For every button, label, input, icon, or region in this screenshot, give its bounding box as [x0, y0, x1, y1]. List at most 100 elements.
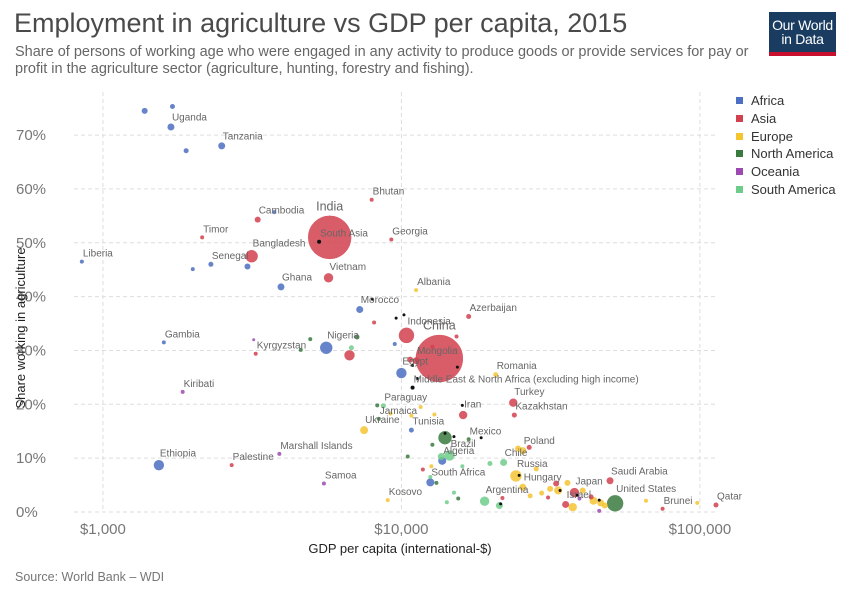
legend-item[interactable]: Europe [736, 127, 836, 145]
x-tick-label: $100,000 [669, 521, 732, 538]
legend-item[interactable]: North America [736, 145, 836, 163]
data-point [499, 502, 503, 506]
data-point [389, 237, 394, 242]
legend-label: Oceania [751, 164, 800, 180]
data-point [579, 487, 586, 494]
point-label: Romania [497, 361, 537, 372]
legend-swatch [736, 150, 743, 158]
legend-swatch [736, 115, 743, 123]
data-point [360, 426, 369, 435]
data-point [511, 412, 517, 418]
data-point [577, 496, 582, 501]
data-point [183, 148, 189, 154]
point-label: Timor [203, 224, 229, 235]
y-tick-label: 60% [16, 181, 46, 198]
data-point [319, 340, 334, 355]
point-label: Mongolia [417, 346, 458, 357]
data-point [244, 249, 259, 264]
x-axis-title: GDP per capita (international-$) [308, 541, 491, 556]
data-point [426, 478, 435, 487]
data-point [479, 436, 483, 440]
data-point [575, 493, 579, 497]
data-point [526, 444, 532, 450]
point-label: Liberia [83, 249, 113, 260]
data-point [562, 500, 570, 508]
point-label: Bhutan [373, 187, 405, 198]
legend-item[interactable]: Africa [736, 92, 836, 110]
point-label: Kosovo [389, 487, 423, 498]
y-tick-label: 70% [16, 127, 46, 144]
data-point [517, 473, 521, 477]
x-axis-ticks: $1,000 $10,000 $100,000 [80, 521, 731, 538]
point-label: Georgia [392, 227, 428, 238]
legend-label: North America [751, 146, 834, 162]
point-label: Ukraine [365, 415, 400, 426]
data-point [597, 508, 602, 513]
point-label: Uganda [172, 113, 207, 124]
legend-item[interactable]: Oceania [736, 163, 836, 181]
data-point [519, 483, 527, 491]
y-tick-label: 20% [16, 396, 46, 413]
point-label: Iran [464, 400, 481, 411]
data-point [428, 475, 433, 479]
point-label: India [316, 199, 343, 213]
data-point [460, 464, 465, 469]
legend-item[interactable]: South America [736, 180, 836, 198]
point-label: Tanzania [223, 131, 263, 142]
legend-label: Europe [751, 128, 793, 144]
legend-item[interactable]: Asia [736, 110, 836, 128]
data-point [418, 405, 423, 409]
data-point [369, 197, 374, 202]
data-point [385, 498, 390, 503]
data-point [509, 469, 523, 483]
data-point [429, 464, 434, 469]
owid-logo[interactable]: Our World in Data [769, 12, 836, 56]
point-label: Paraguay [384, 392, 427, 403]
point-label: Saudi Arabia [611, 466, 668, 477]
point-label: Algeria [443, 446, 475, 457]
data-point [190, 267, 195, 272]
data-point [420, 467, 425, 472]
data-point [348, 345, 354, 351]
data-point [508, 397, 519, 408]
point-label: Albania [417, 277, 451, 288]
point-label: Russia [517, 459, 548, 470]
data-point [394, 316, 398, 320]
grid-lines [74, 92, 718, 513]
data-point [402, 313, 406, 317]
legend-label: Africa [751, 93, 785, 109]
data-point [606, 477, 614, 485]
data-point [411, 364, 415, 368]
data-point [430, 344, 435, 349]
y-tick-label: 40% [16, 289, 46, 306]
data-point [466, 314, 472, 320]
data-point [451, 490, 456, 495]
legend-swatch [736, 97, 743, 105]
data-point [553, 480, 560, 487]
data-point [500, 496, 505, 500]
data-point [356, 306, 364, 314]
point-labels: China India United States Indonesia Banglade… [83, 113, 743, 507]
data-point [272, 210, 277, 215]
data-point [410, 385, 415, 390]
point-label: Japan [575, 477, 602, 488]
data-point [372, 320, 377, 325]
data-point [141, 107, 148, 114]
point-label: Ethiopia [160, 449, 197, 460]
data-point [479, 495, 490, 507]
data-point [412, 357, 420, 365]
x-tick-label: $1,000 [80, 521, 126, 538]
data-point [527, 493, 533, 499]
data-point [392, 342, 397, 346]
point-label: Mexico [470, 426, 502, 437]
data-point [398, 327, 415, 344]
y-tick-label: 50% [16, 235, 46, 252]
data-point [434, 480, 439, 485]
chart-title: Employment in agriculture vs GDP per cap… [14, 8, 628, 38]
point-label: Turkey [514, 387, 544, 398]
data-point [554, 486, 563, 495]
point-label: Brunei [664, 496, 693, 507]
data-point [539, 490, 545, 496]
point-label: Marshall Islands [280, 441, 352, 452]
data-point [307, 215, 352, 260]
